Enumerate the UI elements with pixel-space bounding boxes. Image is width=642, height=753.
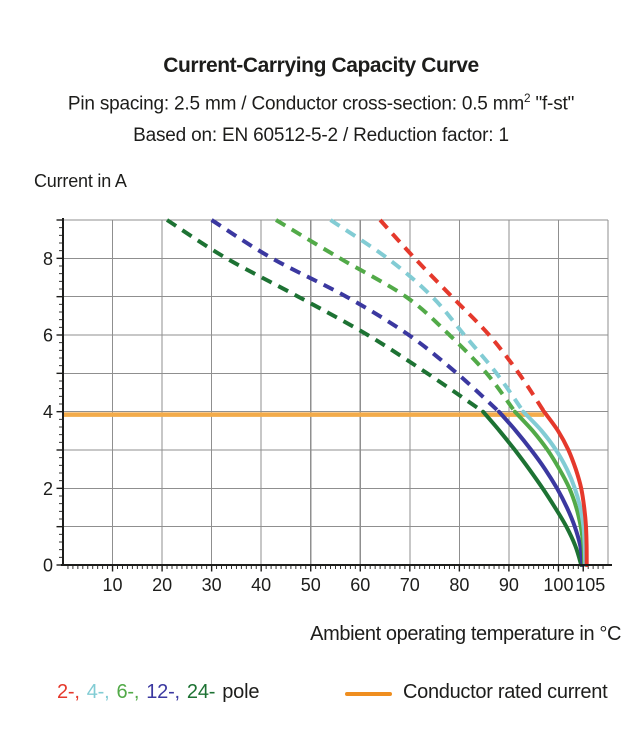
x-tick-label-105: 105 [575, 575, 605, 595]
x-tick-label-70: 70 [400, 575, 420, 595]
x-tick-label-60: 60 [350, 575, 370, 595]
y-tick-label-8: 8 [43, 249, 53, 269]
x-tick-label-20: 20 [152, 575, 172, 595]
curve-6-pole [274, 218, 587, 567]
rated-current-line-swatch [345, 691, 392, 696]
x-tick-label-40: 40 [251, 575, 271, 595]
legend-pole-item-12-pole: 12-, [146, 681, 180, 703]
chart-header: Current-Carrying Capacity Curve Pin spac… [0, 54, 642, 147]
y-tick-labels: 0 2 4 6 8 [43, 249, 53, 576]
x-tick-label-90: 90 [499, 575, 519, 595]
subtitle-superscript: 2 [524, 92, 531, 105]
x-axis-title: Ambient operating temperature in °C [310, 623, 621, 645]
chart-subtitle: Pin spacing: 2.5 mm / Conductor cross-se… [0, 87, 642, 115]
x-tick-label-10: 10 [103, 575, 123, 595]
chart-basis-line: Based on: EN 60512-5-2 / Reduction facto… [133, 125, 509, 147]
subtitle-text: Pin spacing: 2.5 mm / Conductor cross-se… [67, 93, 525, 115]
legend-pole-item-2-pole: 2-, [57, 681, 80, 703]
x-tick-label-30: 30 [202, 575, 222, 595]
curve-24-pole [165, 218, 584, 567]
y-tick-label-4: 4 [43, 402, 53, 422]
y-axis-title: Current in A [34, 171, 127, 191]
capacity-curve-chart: 10 20 30 40 50 60 70 80 90 100 105 0 2 4 6 8 [43, 218, 612, 595]
x-tick-label-50: 50 [301, 575, 321, 595]
legend-rated-current: Conductor rated current [345, 681, 608, 704]
y-tick-label-2: 2 [43, 479, 53, 499]
y-tick-label-0: 0 [43, 556, 53, 576]
legend-pole-item-6-pole: 6-, [116, 681, 140, 703]
legend-pole-suffix: pole [222, 681, 260, 703]
chart-title: Current-Carrying Capacity Curve [163, 54, 479, 77]
x-axis-ticks [67, 566, 604, 572]
x-tick-label-80: 80 [449, 575, 469, 595]
legend-pole-item-4-pole: 4-, [86, 681, 110, 703]
curve-12-pole [210, 218, 585, 567]
axes [61, 218, 612, 566]
curve-4-pole [329, 218, 588, 567]
legend: 2-, 4-, 6-, 12-, 24- pole Conductor rated cur… [0, 681, 642, 713]
legend-pole-item-24-pole: 24- [186, 681, 216, 703]
curve-2-pole [378, 218, 589, 567]
grid [63, 219, 609, 565]
y-tick-label-6: 6 [43, 326, 53, 346]
rated-current-label: Conductor rated current [403, 681, 608, 703]
subtitle-suffix: "f-st" [530, 93, 575, 115]
x-tick-labels: 10 20 30 40 50 60 70 80 90 100 105 [103, 575, 606, 595]
x-tick-label-100: 100 [543, 575, 573, 595]
y-axis-ticks [56, 219, 62, 566]
legend-pole-list: 2-, 4-, 6-, 12-, 24- pole [57, 681, 259, 704]
